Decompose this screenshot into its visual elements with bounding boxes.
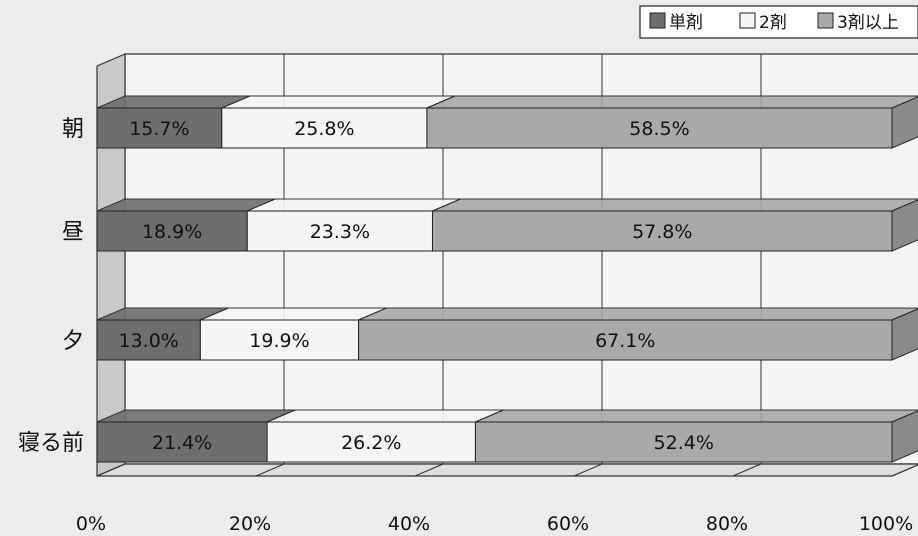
bar-top-face xyxy=(96,409,296,423)
legend-box xyxy=(639,5,918,39)
bar-segment xyxy=(96,421,268,463)
data-label: 52.4% xyxy=(654,432,714,454)
plot-floor xyxy=(96,463,918,477)
floor-gridline xyxy=(732,463,762,477)
bar-end-face xyxy=(891,410,918,463)
bar-top-face xyxy=(247,198,461,212)
x-tick-label: 0% xyxy=(76,513,106,535)
bar-group: 18.9% 23.3% 57.8% xyxy=(96,198,918,252)
x-tick-label: 40% xyxy=(388,513,430,535)
data-label: 67.1% xyxy=(595,330,655,352)
data-label: 26.2% xyxy=(341,432,401,454)
data-label: 15.7% xyxy=(129,118,189,140)
data-label: 58.5% xyxy=(629,118,689,140)
legend-swatch xyxy=(817,12,834,29)
bar-top-face xyxy=(266,409,504,423)
bar-segment xyxy=(221,107,428,149)
data-label: 25.8% xyxy=(294,118,354,140)
legend: 単剤 2剤 3剤以上 xyxy=(639,5,918,39)
bar-segment xyxy=(474,421,893,463)
legend-label: 2剤 xyxy=(759,13,787,33)
x-tick-label: 60% xyxy=(547,513,589,535)
data-label: 18.9% xyxy=(142,221,202,243)
data-label: 57.8% xyxy=(632,221,692,243)
bar-segment xyxy=(266,421,476,463)
bar-top-face xyxy=(200,307,387,321)
bar-top-face xyxy=(358,307,918,321)
data-label: 21.4% xyxy=(152,432,212,454)
floor-gridline xyxy=(255,463,285,477)
bar-segment xyxy=(96,107,223,149)
x-tick-label: 20% xyxy=(229,513,271,535)
bar-segment xyxy=(96,319,201,361)
bar-group: 15.7% 25.8% 58.5% xyxy=(96,95,918,149)
category-label: 朝 xyxy=(62,117,84,142)
bar-top-face xyxy=(426,95,918,109)
bar-top-face xyxy=(96,198,276,212)
data-label: 13.0% xyxy=(118,330,178,352)
bar-segment xyxy=(426,107,893,149)
legend-swatch xyxy=(739,12,756,29)
legend-item: 単剤 xyxy=(649,12,703,33)
bar-top-face xyxy=(432,198,918,212)
bar-segment xyxy=(431,210,893,252)
legend-item: 2剤 xyxy=(739,12,787,33)
bar-end-face xyxy=(891,308,918,361)
floor-gridline xyxy=(891,464,918,477)
bar-segment xyxy=(199,319,360,361)
legend-label: 3剤以上 xyxy=(837,13,899,33)
legend-item: 3剤以上 xyxy=(817,12,899,33)
category-label: 夕 xyxy=(62,329,84,354)
legend-swatch xyxy=(649,12,666,29)
bar-end-face xyxy=(891,96,918,149)
bar-group: 21.4% 26.2% 52.4% xyxy=(96,409,918,463)
bar-group: 13.0% 19.9% 67.1% xyxy=(96,307,918,361)
data-label: 23.3% xyxy=(310,221,370,243)
data-label: 19.9% xyxy=(249,330,309,352)
bar-top-face xyxy=(221,95,456,109)
category-label: 寝る前 xyxy=(18,431,84,456)
legend-label: 単剤 xyxy=(669,13,703,33)
floor-gridline xyxy=(96,463,126,477)
floor-gridline xyxy=(414,463,444,477)
bar-end-face xyxy=(891,199,918,252)
bar-top-face xyxy=(475,409,918,423)
bar-segment xyxy=(358,319,893,361)
x-tick-label: 100% xyxy=(859,513,913,535)
category-label: 昼 xyxy=(62,220,84,245)
floor-gridline xyxy=(573,463,603,477)
x-tick-label: 80% xyxy=(706,513,748,535)
